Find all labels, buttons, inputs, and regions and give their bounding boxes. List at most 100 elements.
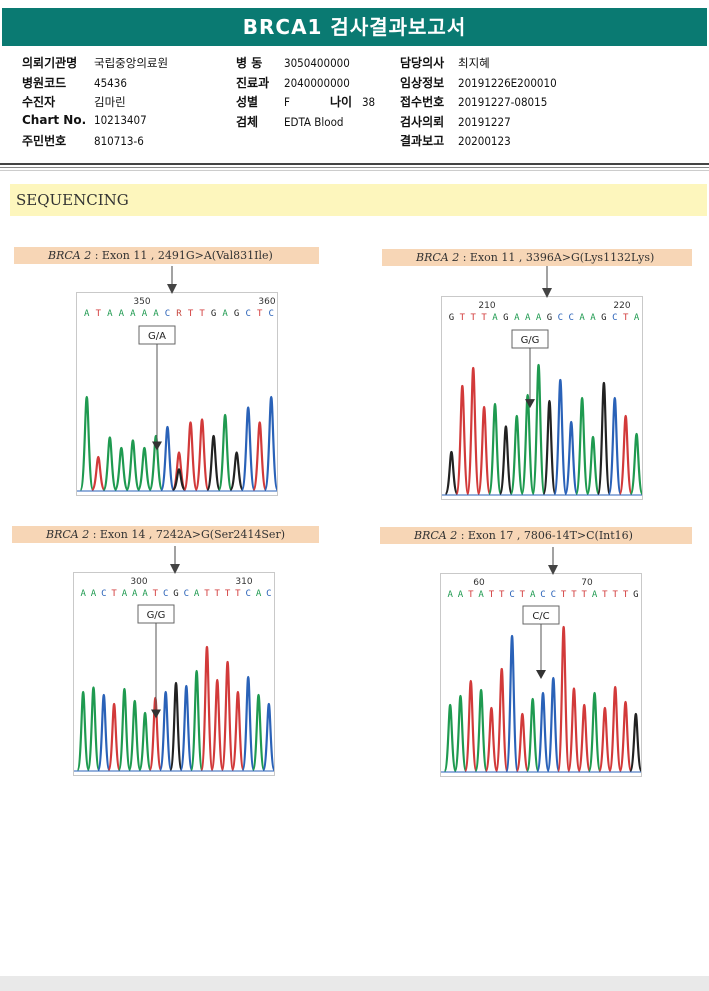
- trace-peak: [629, 712, 641, 773]
- trace-peak: [477, 405, 492, 496]
- variant-label: BRCA 2 : Exon 14 , 7242A>G(Ser2414Ser): [12, 526, 319, 543]
- trace-peak: [596, 381, 611, 496]
- report-title: BRCA1 검사결과보고서: [2, 8, 707, 46]
- base-call: G: [234, 309, 239, 319]
- info-value: F: [284, 95, 290, 109]
- info-value: 10213407: [94, 112, 147, 127]
- age-label: 나이: [329, 95, 353, 109]
- chromatogram: 210 220 G T T T A G A A A G C C A A G C T A G/G: [441, 296, 643, 500]
- variant-text: : Exon 11 , 3396A>G(Lys1132Lys): [462, 251, 655, 264]
- base-call: T: [520, 590, 526, 600]
- base-call: A: [592, 590, 598, 600]
- trace-peak: [564, 420, 579, 496]
- info-label: 진료과: [236, 75, 270, 90]
- arrowhead: [151, 709, 161, 719]
- info-value: 810713-6: [94, 134, 144, 148]
- base-call: T: [471, 313, 477, 323]
- info-value: 국립중앙의료원: [94, 56, 169, 70]
- trace-peak: [484, 706, 499, 773]
- info-row: 검사의뢰 20191227: [400, 113, 557, 133]
- position-number: 300: [130, 577, 147, 587]
- bottom-scroll-strip: [0, 976, 709, 991]
- trace-peak: [262, 702, 274, 772]
- base-call: A: [132, 589, 138, 599]
- base-call: A: [514, 313, 520, 323]
- base-call: T: [111, 589, 117, 599]
- info-row: 진료과 2040000000: [236, 74, 375, 94]
- trace-peak: [169, 681, 183, 772]
- trace-peak: [618, 414, 633, 496]
- position-number: 360: [258, 297, 275, 307]
- base-call: C: [612, 313, 617, 323]
- trace-peak: [494, 667, 509, 773]
- base-call: T: [489, 590, 495, 600]
- trace-peak: [206, 434, 222, 492]
- base-call: C: [269, 309, 274, 319]
- info-value: 20200123: [458, 134, 511, 148]
- base-call: T: [468, 590, 474, 600]
- info-row: 주민번호 810713-6: [22, 132, 168, 152]
- arrow-head: [167, 284, 177, 294]
- base-call: C: [540, 590, 545, 600]
- info-value: 최지혜: [458, 56, 490, 70]
- info-row: 접수번호 20191227-08015: [400, 93, 557, 113]
- trace-peak: [217, 413, 233, 492]
- arrow-head: [170, 564, 180, 574]
- base-call: T: [460, 313, 466, 323]
- trace-peak: [453, 694, 468, 773]
- trace-peak: [474, 688, 488, 773]
- trace-peak: [263, 395, 277, 492]
- base-call: G: [173, 589, 178, 599]
- base-call: C: [509, 590, 514, 600]
- variant-text: : Exon 17 , 7806-14T>C(Int16): [460, 529, 633, 542]
- trace-peak: [136, 446, 152, 492]
- base-call: A: [634, 313, 640, 323]
- trace-peak: [443, 703, 457, 773]
- variant-label: BRCA 2 : Exon 11 , 2491G>A(Val831Ile): [14, 247, 319, 264]
- base-call: G: [503, 313, 508, 323]
- trace-peak: [520, 393, 535, 496]
- trace-peak: [160, 425, 175, 492]
- info-value: 2040000000: [284, 75, 350, 90]
- info-label: 담당의사: [400, 56, 445, 70]
- base-call: A: [579, 313, 585, 323]
- variant-label: BRCA 2 : Exon 11 , 3396A>G(Lys1132Lys): [382, 249, 692, 266]
- trace-peak: [158, 690, 173, 772]
- trace-peak: [76, 690, 90, 772]
- info-value: 3050400000: [284, 56, 350, 70]
- trace-peak: [107, 702, 121, 772]
- info-label: 주민번호: [22, 134, 67, 148]
- chromatogram-svg: 60 70A A T A T T C T A C C T T T A T T T GC/C: [441, 578, 641, 773]
- trace-peak: [444, 450, 459, 496]
- base-call: T: [612, 590, 618, 600]
- trace-peak: [607, 396, 622, 496]
- trace-peak: [531, 363, 546, 496]
- info-label: 결과보고: [400, 134, 445, 148]
- info-label: 접수번호: [400, 95, 445, 109]
- base-call: G: [211, 309, 216, 319]
- chromatogram: 300 310 A A C T A A A T C G C A T T T T C A C G/G: [73, 572, 275, 776]
- info-row: 성별 F 나이 38: [236, 93, 375, 113]
- base-call: T: [204, 589, 210, 599]
- info-label: 성별: [236, 95, 259, 109]
- arrowhead: [536, 670, 546, 680]
- base-call: A: [84, 309, 90, 319]
- trace-peak: [464, 679, 478, 773]
- trace-peak: [138, 711, 152, 772]
- base-call: G: [547, 313, 552, 323]
- arrow-head: [548, 565, 558, 575]
- variant-text: : Exon 14 , 7242A>G(Ser2414Ser): [92, 528, 285, 541]
- trace-peak: [567, 687, 581, 773]
- info-label: 병원코드: [22, 75, 67, 90]
- locus-arrow-icon: [167, 266, 177, 294]
- trace-peak: [546, 676, 561, 773]
- genotype-label: G/A: [148, 331, 166, 342]
- base-call: A: [256, 589, 262, 599]
- base-call: A: [525, 313, 531, 323]
- arrowhead: [152, 441, 162, 451]
- trace-peak: [525, 697, 540, 773]
- locus-arrow-icon: [542, 266, 552, 298]
